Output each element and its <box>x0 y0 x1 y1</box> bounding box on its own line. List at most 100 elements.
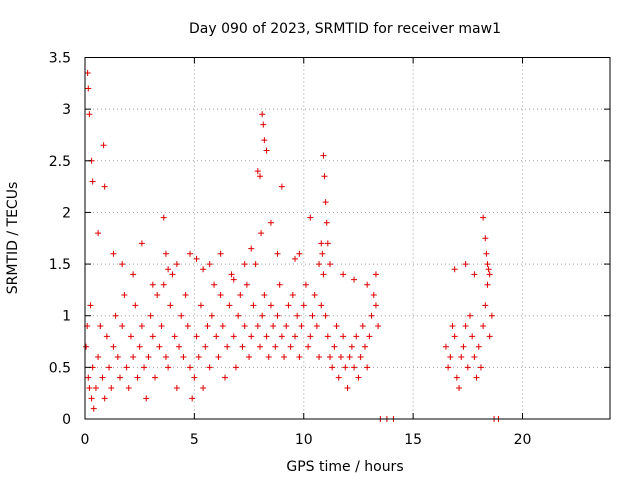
data-point <box>138 240 145 247</box>
y-tick-label: 1 <box>62 309 71 325</box>
y-tick-label: 1.5 <box>49 257 71 273</box>
data-point <box>366 333 373 340</box>
y-tick-label: 3 <box>62 102 71 118</box>
data-point <box>89 178 96 185</box>
data-point <box>469 333 476 340</box>
data-point <box>195 354 202 361</box>
data-point <box>130 354 137 361</box>
data-point <box>342 364 349 371</box>
data-point <box>313 323 320 330</box>
data-point <box>292 255 298 262</box>
data-point <box>302 281 309 288</box>
data-point <box>200 266 207 273</box>
data-point <box>117 374 123 381</box>
data-point <box>333 323 340 330</box>
data-point <box>346 354 353 361</box>
data-point <box>451 266 458 273</box>
data-point <box>270 323 277 330</box>
data-point <box>134 374 141 381</box>
data-point <box>222 374 228 381</box>
data-point <box>355 374 362 381</box>
data-point <box>331 343 338 350</box>
data-point <box>311 292 318 299</box>
data-point <box>486 333 493 340</box>
data-point <box>372 302 379 309</box>
data-point <box>171 333 178 340</box>
data-point <box>85 374 92 381</box>
data-point <box>309 312 316 319</box>
data-point <box>156 343 163 350</box>
data-point <box>176 343 183 350</box>
data-point <box>307 333 314 340</box>
data-point <box>442 343 449 350</box>
data-point <box>86 111 93 118</box>
data-point <box>261 292 268 299</box>
data-point <box>187 250 193 257</box>
data-point <box>324 240 331 247</box>
data-point <box>482 235 489 242</box>
data-point <box>327 354 333 361</box>
data-point <box>362 343 368 350</box>
data-point <box>318 240 325 247</box>
data-point <box>276 281 283 288</box>
data-point <box>274 250 281 257</box>
data-point <box>263 147 270 154</box>
data-point <box>250 302 257 309</box>
data-point <box>274 312 281 319</box>
data-point <box>259 111 266 118</box>
data-point <box>351 276 358 283</box>
data-point <box>152 374 158 381</box>
data-point <box>464 364 471 371</box>
data-point <box>359 323 366 330</box>
data-point <box>191 374 198 381</box>
data-point <box>87 302 94 309</box>
data-point <box>108 385 115 392</box>
data-point <box>138 323 145 330</box>
data-point <box>353 333 360 340</box>
data-point <box>149 281 156 288</box>
x-tick-label: 5 <box>190 432 199 448</box>
data-point <box>260 121 267 128</box>
data-point <box>211 281 218 288</box>
data-point <box>100 142 107 149</box>
data-point <box>462 261 469 268</box>
data-point <box>143 395 150 402</box>
data-point <box>323 219 330 226</box>
data-point <box>193 333 200 340</box>
data-point <box>445 364 452 371</box>
data-point <box>484 261 491 268</box>
data-point <box>261 137 268 144</box>
data-point <box>167 302 174 309</box>
data-point <box>258 230 265 237</box>
data-point <box>95 230 102 237</box>
plot-frame <box>84 57 611 420</box>
data-point <box>154 292 161 299</box>
data-point <box>162 250 169 257</box>
data-point <box>173 385 180 392</box>
data-point <box>327 261 333 268</box>
data-point <box>230 276 237 283</box>
data-point <box>484 281 491 288</box>
data-point <box>300 302 307 309</box>
data-point <box>322 312 329 319</box>
data-point <box>97 323 104 330</box>
data-point <box>294 312 301 319</box>
data-point <box>123 364 130 371</box>
data-point <box>263 333 270 340</box>
data-point <box>232 364 239 371</box>
data-point <box>471 271 478 278</box>
data-point <box>193 255 200 262</box>
data-points <box>83 69 502 422</box>
data-point <box>287 343 294 350</box>
data-point <box>217 250 224 257</box>
data-point <box>165 364 172 371</box>
data-point <box>106 364 113 371</box>
data-point <box>462 323 469 330</box>
data-point <box>132 302 139 309</box>
data-point <box>141 364 148 371</box>
data-point <box>241 261 248 268</box>
y-tick-label: 0 <box>62 412 71 428</box>
data-point <box>237 292 244 299</box>
data-point <box>88 395 95 402</box>
